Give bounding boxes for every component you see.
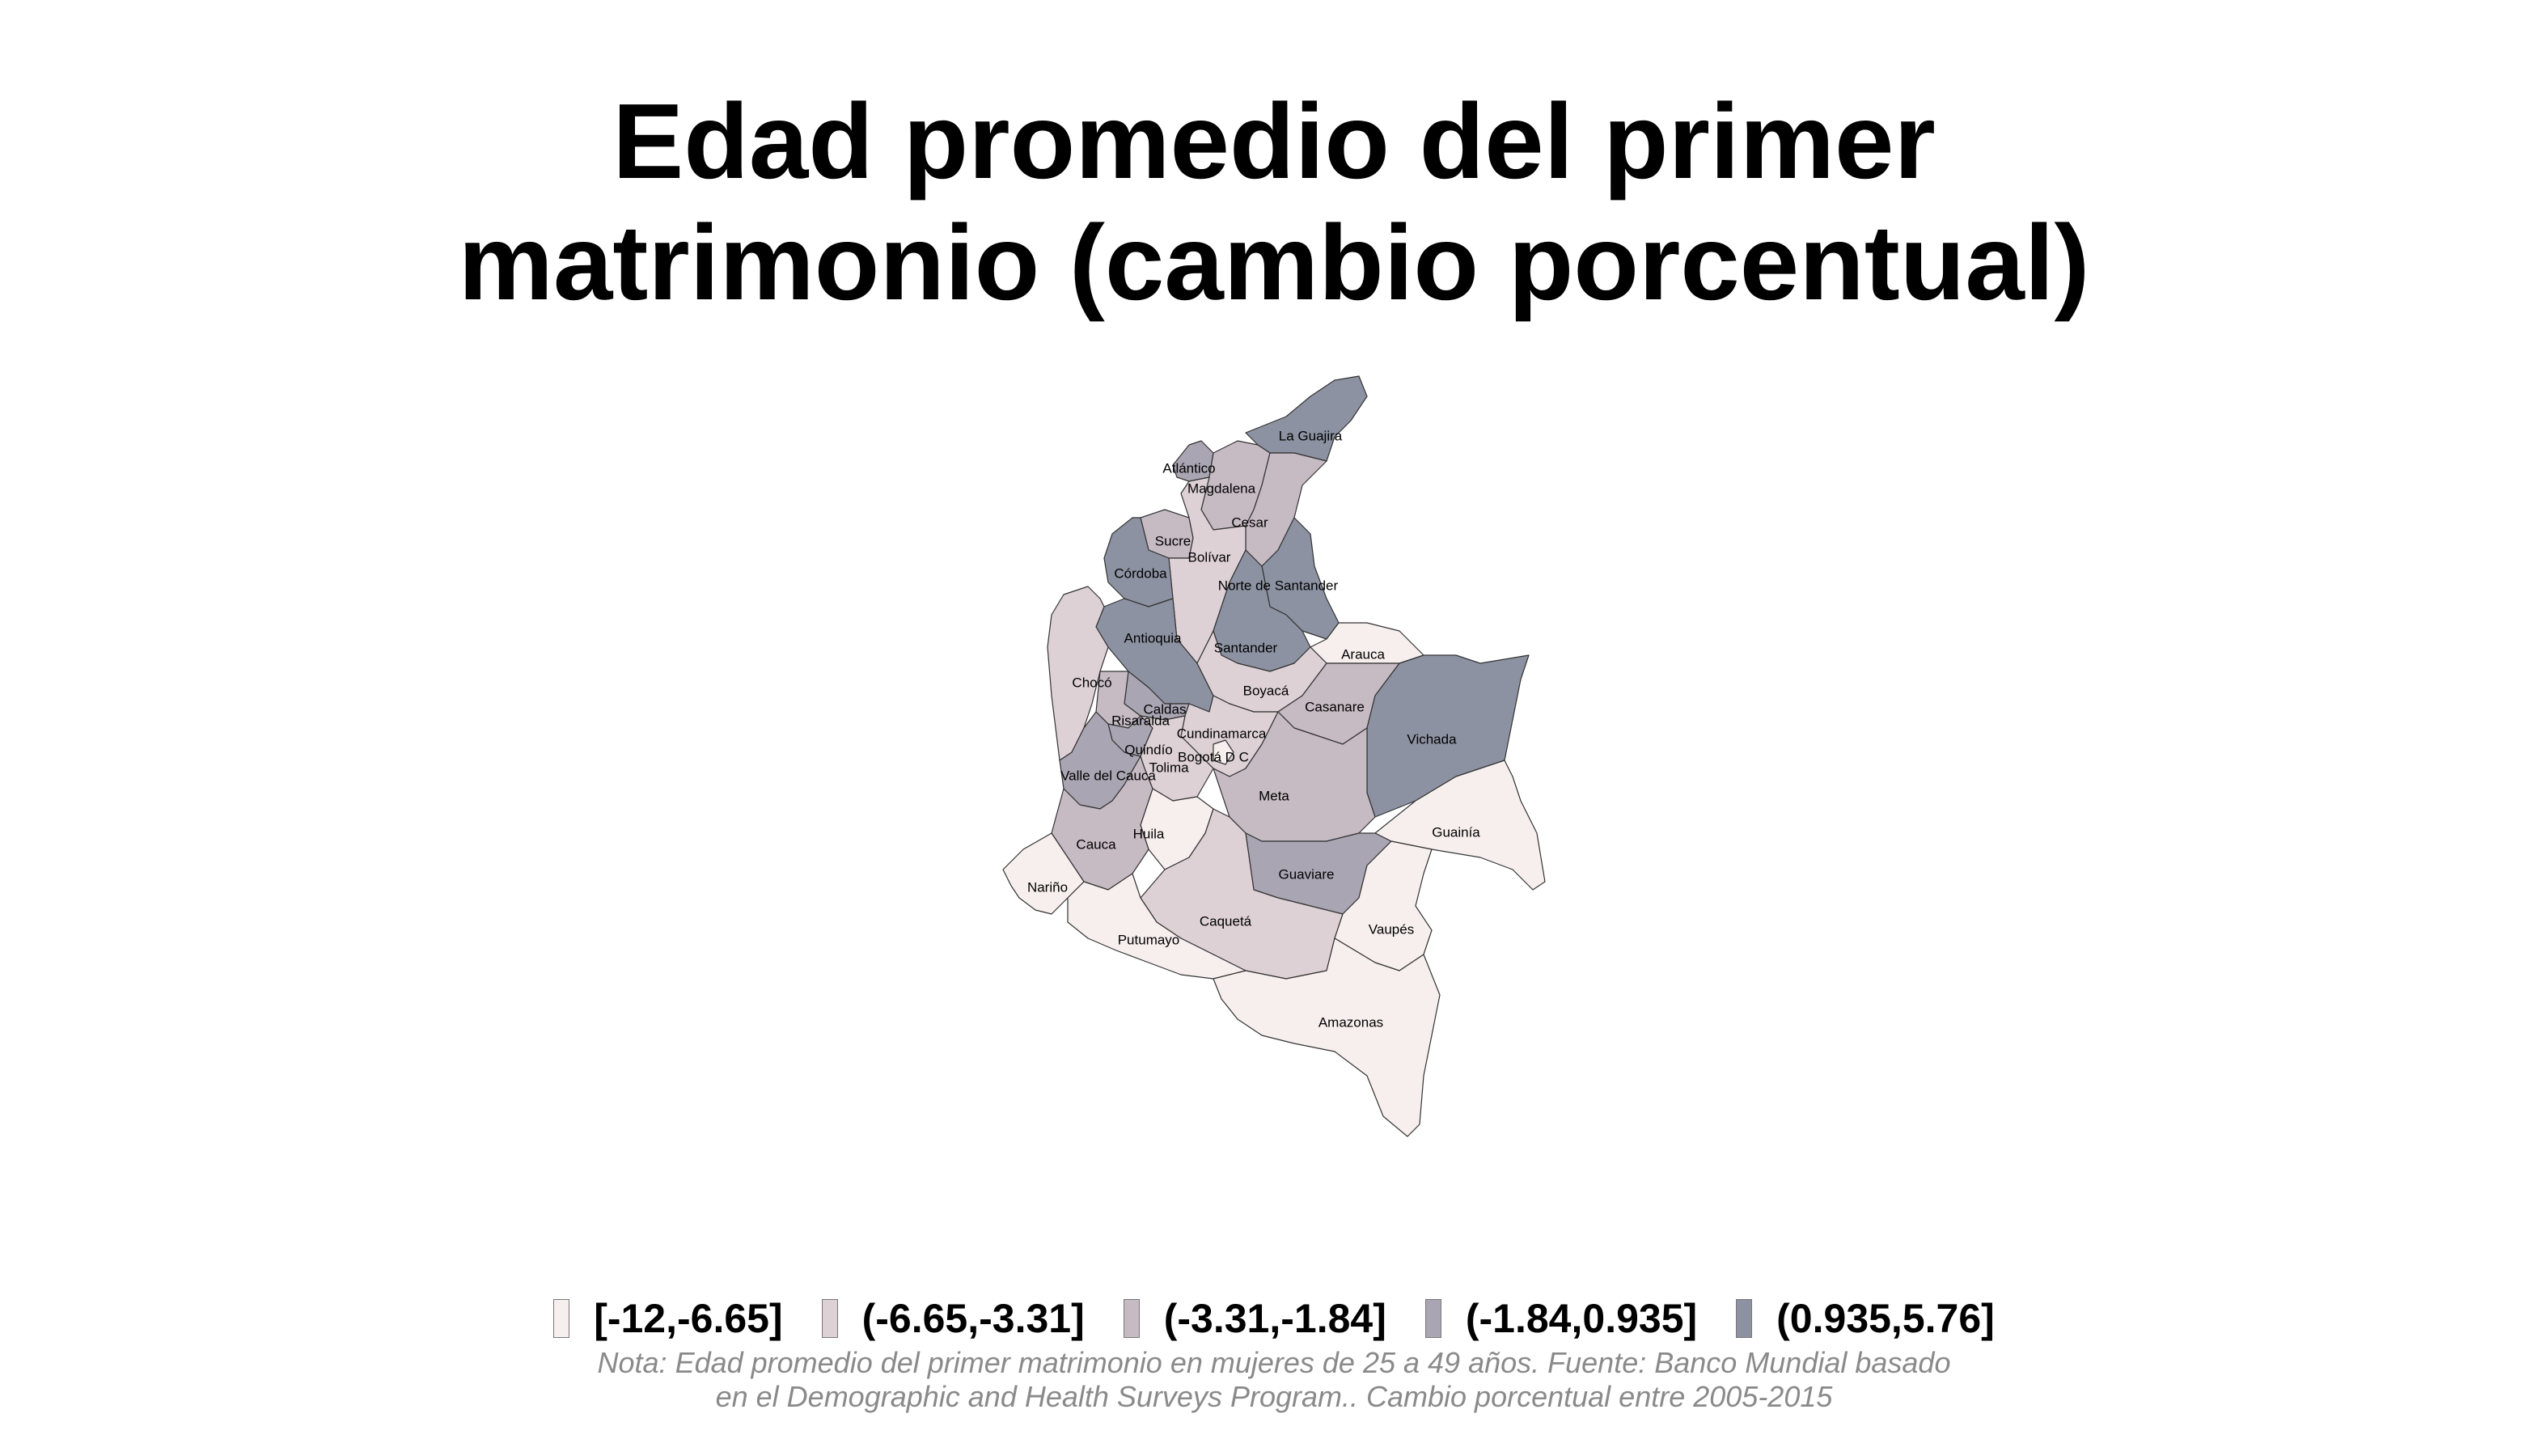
region-label-bogota-d-c: Bogotá D C xyxy=(1178,749,1249,764)
region-label-caqueta: Caquetá xyxy=(1200,913,1252,929)
region-label-santander: Santander xyxy=(1214,640,1278,655)
map-title-line-2: matrimonio (cambio porcentual) xyxy=(458,203,2090,322)
legend-label-class-2: (-6.65,-3.31] xyxy=(861,1296,1085,1341)
region-label-huila: Huila xyxy=(1133,826,1165,841)
region-amazonas xyxy=(1213,938,1441,1137)
region-label-arauca: Arauca xyxy=(1341,646,1385,662)
region-label-boyaca: Boyacá xyxy=(1243,683,1289,698)
region-bogota-d-c xyxy=(1213,739,1234,765)
legend-swatch-class-2 xyxy=(821,1299,838,1338)
region-label-cordoba: Córdoba xyxy=(1114,565,1167,581)
legend-label-class-4: (-1.84,0.935] xyxy=(1465,1296,1698,1341)
region-label-vaupes: Vaupés xyxy=(1369,921,1414,937)
source-note-line-1: Nota: Edad promedio del primer matrimoni… xyxy=(597,1346,1951,1379)
region-label-amazonas: Amazonas xyxy=(1318,1014,1383,1030)
region-label-guaviare: Guaviare xyxy=(1279,866,1335,882)
map-legend: [-12,-6.65] (-6.65,-3.31] (-3.31,-1.84] … xyxy=(0,1286,2548,1351)
legend-item-class-5: (0.935,5.76] xyxy=(1736,1295,1995,1342)
legend-item-class-1: [-12,-6.65] xyxy=(553,1295,783,1342)
legend-item-class-4: (-1.84,0.935] xyxy=(1424,1295,1698,1342)
legend-label-class-3: (-3.31,-1.84] xyxy=(1163,1296,1386,1341)
region-label-tolima: Tolima xyxy=(1149,760,1189,775)
region-label-valle-del-cauca: Valle del Cauca xyxy=(1060,768,1156,783)
region-label-la-guajira: La Guajira xyxy=(1279,428,1343,443)
region-label-risaralda: Risaralda xyxy=(1111,713,1170,728)
region-label-atlantico: Atlántico xyxy=(1162,460,1215,476)
region-label-choco: Chocó xyxy=(1072,675,1111,690)
region-label-narino: Nariño xyxy=(1027,879,1068,895)
legend-swatch-class-1 xyxy=(553,1299,570,1338)
region-putumayo xyxy=(1067,873,1246,980)
region-label-bolivar: Bolívar xyxy=(1188,549,1231,565)
region-label-quindio: Quindío xyxy=(1124,742,1173,757)
region-label-magdalena: Magdalena xyxy=(1187,480,1256,496)
region-label-cesar: Cesar xyxy=(1231,514,1268,530)
region-la-guajira xyxy=(1245,375,1368,462)
region-label-casanare: Casanare xyxy=(1305,699,1365,714)
map-title: Edad promedio del primer matrimonio (cam… xyxy=(0,81,2548,324)
region-label-caldas: Caldas xyxy=(1144,701,1187,717)
legend-label-class-5: (0.935,5.76] xyxy=(1776,1296,1995,1341)
legend-item-class-3: (-3.31,-1.84] xyxy=(1123,1295,1386,1342)
legend-swatch-class-4 xyxy=(1424,1299,1441,1338)
region-label-vichada: Vichada xyxy=(1407,731,1457,747)
map-regions xyxy=(1002,375,1546,1137)
map-title-line-1: Edad promedio del primer xyxy=(612,82,1936,201)
source-note: Nota: Edad promedio del primer matrimoni… xyxy=(0,1346,2548,1414)
region-label-sucre: Sucre xyxy=(1155,533,1191,548)
legend-swatch-class-5 xyxy=(1736,1299,1753,1338)
legend-item-class-2: (-6.65,-3.31] xyxy=(821,1295,1085,1342)
legend-swatch-class-3 xyxy=(1123,1299,1140,1338)
region-label-antioquia: Antioquia xyxy=(1124,630,1182,645)
region-label-guainia: Guainía xyxy=(1432,824,1480,840)
legend-label-class-1: [-12,-6.65] xyxy=(594,1296,783,1341)
map-labels: La GuajiraAtlánticoMagdalenaCesarSucreBo… xyxy=(1027,428,1480,1030)
region-label-cauca: Cauca xyxy=(1076,836,1116,852)
region-label-meta: Meta xyxy=(1259,788,1289,803)
region-label-putumayo: Putumayo xyxy=(1118,932,1180,947)
region-choco xyxy=(1047,586,1109,761)
region-label-norte-de-santander: Norte de Santander xyxy=(1218,578,1339,593)
source-note-line-2: en el Demographic and Health Surveys Pro… xyxy=(715,1380,1833,1413)
region-label-cundinamarca: Cundinamarca xyxy=(1177,726,1267,741)
